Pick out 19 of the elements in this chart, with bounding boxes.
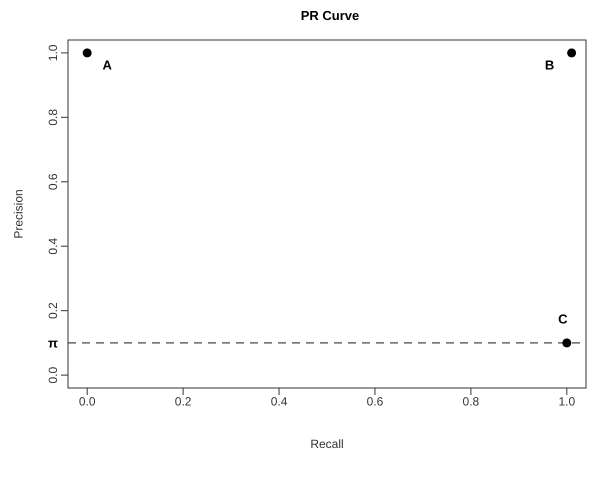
y-axis-title: Precision (11, 189, 26, 239)
x-tick-label: 0.0 (78, 394, 96, 409)
x-tick-label: 0.2 (174, 394, 192, 409)
y-tick-label: 1.0 (46, 44, 60, 62)
annotation: C (558, 312, 568, 327)
annotation: B (544, 58, 554, 73)
x-tick-label: 0.4 (270, 394, 288, 409)
y-tick-label: 0.4 (46, 238, 60, 255)
ref-line-label: π (48, 336, 58, 351)
x-tick-label: 0.6 (366, 394, 384, 409)
y-tick-label: 0.0 (46, 366, 60, 384)
y-tick-label: 0.8 (46, 108, 60, 126)
chart-title: PR Curve (300, 8, 360, 25)
y-tick-label: 0.6 (46, 173, 60, 190)
x-tick-label: 0.8 (462, 394, 480, 409)
x-tick-label: 1.0 (558, 394, 576, 409)
annotation: A (102, 58, 112, 73)
x-axis-title: Recall (310, 437, 344, 451)
y-tick-label: 0.2 (46, 302, 60, 320)
